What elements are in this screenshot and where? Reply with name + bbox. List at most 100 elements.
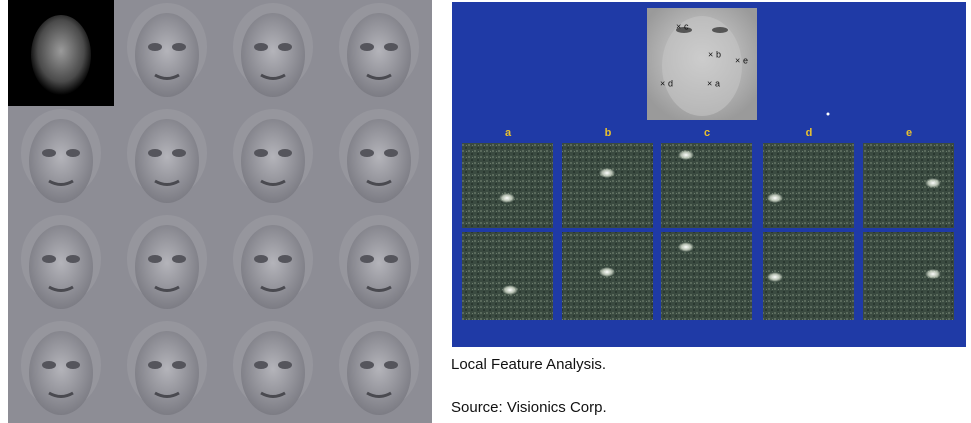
- activation-spot: [599, 168, 615, 178]
- activation-spot: [599, 267, 615, 277]
- eigenface: [29, 331, 93, 415]
- eye: [360, 43, 374, 51]
- mouth: [366, 391, 392, 398]
- eye: [148, 43, 162, 51]
- eye: [42, 361, 56, 369]
- patch: [562, 143, 653, 228]
- eye: [278, 255, 292, 263]
- eigenface: [135, 331, 199, 415]
- mouth: [260, 179, 286, 186]
- column-label: c: [704, 127, 710, 139]
- eigenface: [241, 225, 305, 309]
- eigenface: [135, 225, 199, 309]
- eye: [278, 149, 292, 157]
- mouth: [48, 391, 74, 398]
- marker-label: a: [715, 78, 720, 88]
- activation-spot: [925, 178, 941, 188]
- eye: [42, 149, 56, 157]
- mouth: [260, 285, 286, 292]
- eye: [66, 361, 80, 369]
- eye: [172, 43, 186, 51]
- eye: [712, 27, 728, 33]
- eigenface: [347, 331, 411, 415]
- eye: [384, 149, 398, 157]
- mouth: [366, 73, 392, 80]
- eye: [42, 255, 56, 263]
- eye: [384, 255, 398, 263]
- eye: [360, 361, 374, 369]
- patch: [863, 143, 954, 228]
- eigenface: [241, 13, 305, 97]
- patch: [863, 232, 954, 320]
- eye: [148, 149, 162, 157]
- patch: [661, 143, 752, 228]
- eigenface-grid: [8, 0, 419, 415]
- mouth: [48, 285, 74, 292]
- mouth: [366, 285, 392, 292]
- eigenface: [135, 13, 199, 97]
- eigenface: [29, 225, 93, 309]
- dot: [826, 112, 830, 116]
- eye: [66, 149, 80, 157]
- column-label: b: [605, 127, 612, 139]
- eye: [254, 361, 268, 369]
- eigenface: [347, 13, 411, 97]
- mean-face: [31, 15, 91, 95]
- mouth: [154, 391, 180, 398]
- mouth: [154, 179, 180, 186]
- feature-markers: × c× b× e× d × a: [660, 21, 748, 88]
- mouth: [48, 179, 74, 186]
- mouth: [366, 179, 392, 186]
- mouth: [154, 73, 180, 80]
- activation-spot: [767, 272, 783, 282]
- eye: [278, 361, 292, 369]
- eye: [254, 43, 268, 51]
- eigenface: [347, 119, 411, 203]
- marker-cross: ×: [735, 55, 740, 65]
- eye: [148, 361, 162, 369]
- patch: [763, 143, 854, 228]
- source: Source: Visionics Corp.: [451, 399, 607, 416]
- eye: [278, 43, 292, 51]
- marker-label: e: [743, 55, 748, 65]
- eye: [254, 149, 268, 157]
- eye: [384, 361, 398, 369]
- eigenface: [241, 119, 305, 203]
- eigenface: [29, 119, 93, 203]
- patch: [462, 232, 553, 320]
- face-shape: [662, 16, 742, 116]
- eye: [172, 255, 186, 263]
- marker-label: d: [668, 78, 673, 88]
- eye: [384, 43, 398, 51]
- marker-cross: ×: [660, 78, 665, 88]
- marker-cross: ×: [707, 78, 712, 88]
- mouth: [154, 285, 180, 292]
- eye: [360, 255, 374, 263]
- marker-label: b: [716, 49, 721, 59]
- activation-spot: [678, 242, 694, 252]
- column-label: e: [906, 127, 912, 139]
- eye: [66, 255, 80, 263]
- activation-spot: [925, 269, 941, 279]
- column-label: d: [806, 127, 813, 139]
- patch: [661, 232, 752, 320]
- eye: [360, 149, 374, 157]
- feature-patches: a b c d e: [462, 127, 954, 320]
- marker-cross: ×: [676, 21, 681, 31]
- patch: [462, 143, 553, 228]
- marker-cross: ×: [708, 49, 713, 59]
- eye: [172, 149, 186, 157]
- eye: [148, 255, 162, 263]
- eye: [254, 255, 268, 263]
- mouth: [260, 73, 286, 80]
- eigenface: [135, 119, 199, 203]
- eigenface: [347, 225, 411, 309]
- activation-spot: [678, 150, 694, 160]
- mouth: [260, 391, 286, 398]
- activation-spot: [499, 193, 515, 203]
- eigenface: [241, 331, 305, 415]
- eye: [172, 361, 186, 369]
- caption: Local Feature Analysis.: [451, 356, 606, 373]
